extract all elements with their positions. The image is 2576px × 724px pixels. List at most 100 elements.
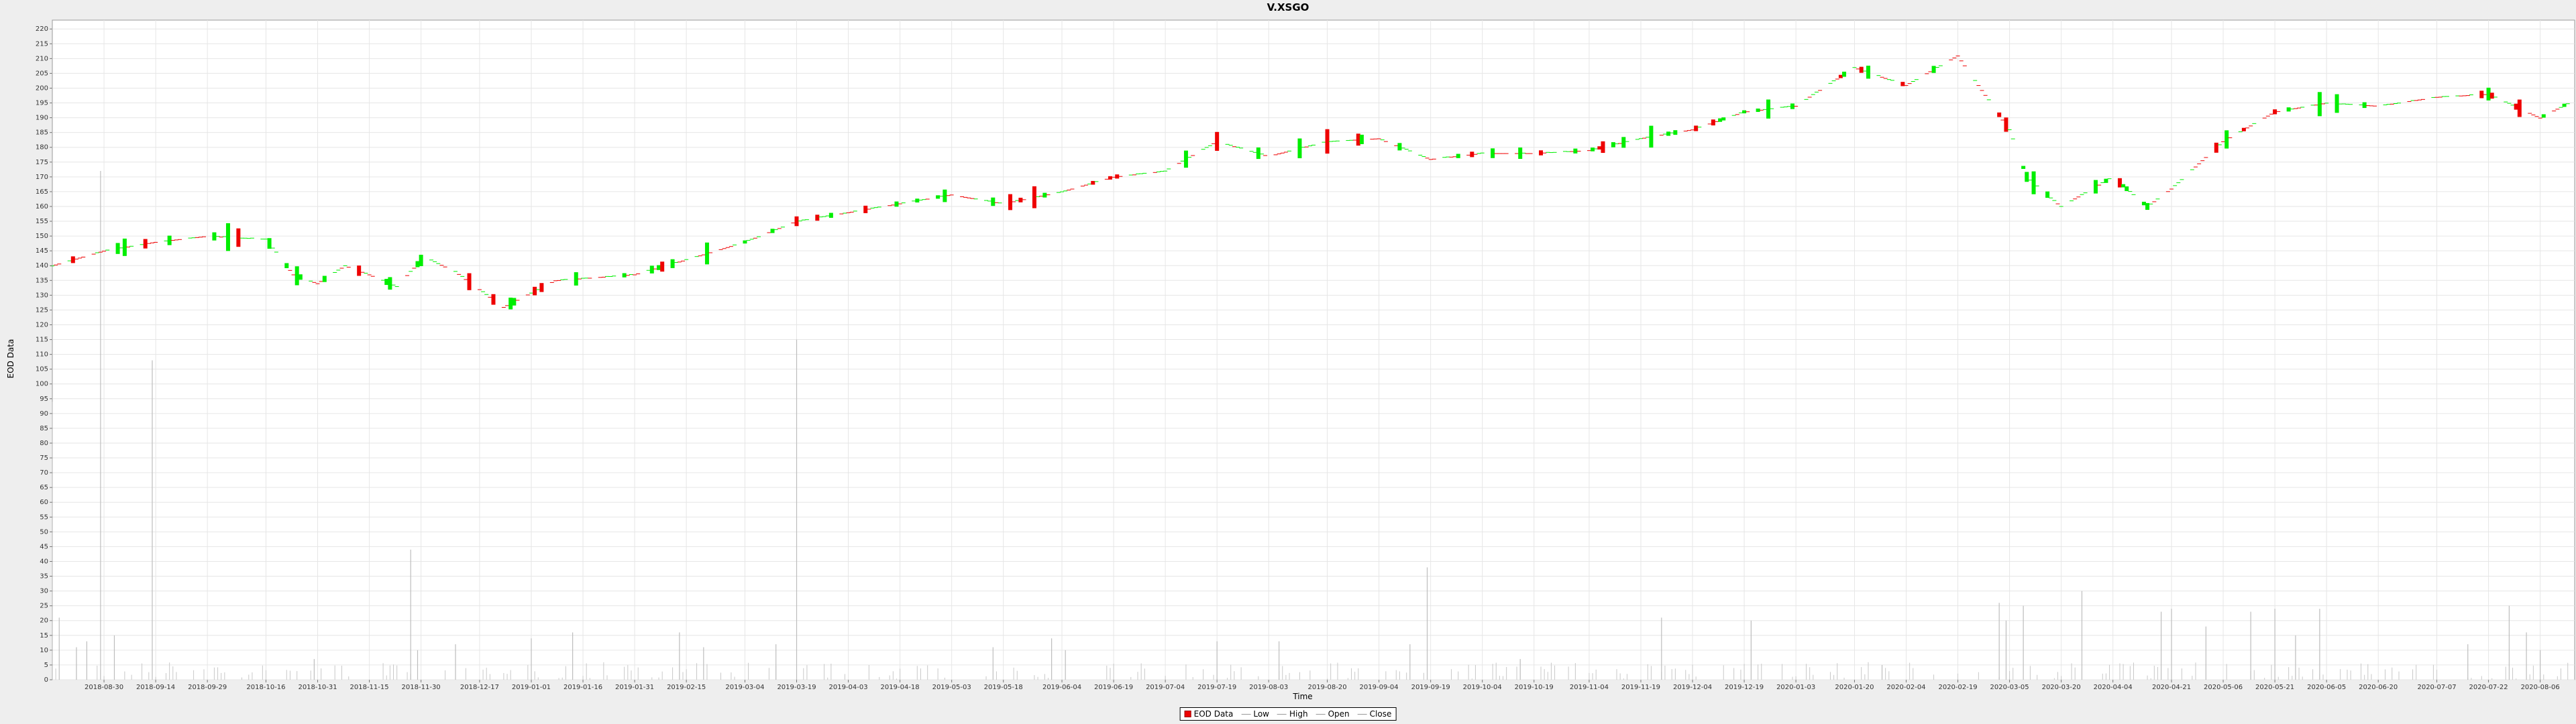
candle-up <box>1931 66 1936 73</box>
candle-up <box>436 263 441 264</box>
y-axis: 0 5 10 15 20 25 30 35 40 45 50 55 60 65 70 75 80 85 90 95 10… <box>36 25 52 684</box>
candle-up <box>215 236 220 237</box>
candle-down <box>1091 180 1095 185</box>
y-tick-label: 90 <box>40 410 48 418</box>
candle-up <box>129 245 134 247</box>
candle-up <box>828 213 833 218</box>
y-tick-label: 190 <box>36 115 48 122</box>
candle-up <box>2507 103 2512 104</box>
candle-down <box>794 216 799 227</box>
candle-down <box>1694 125 1699 131</box>
candle-down <box>1707 123 1712 125</box>
candle-up <box>1518 147 1523 160</box>
candle-up <box>115 243 120 254</box>
candle-down <box>949 194 954 196</box>
candle-down <box>2221 141 2226 142</box>
candle-up <box>1225 143 1230 145</box>
candle-down <box>1690 129 1695 131</box>
candle-down <box>2269 113 2273 115</box>
candle-up <box>1552 152 1557 153</box>
candle-up <box>409 271 413 272</box>
candle-down <box>1686 130 1691 131</box>
candle-up <box>1886 79 1891 80</box>
candle-up <box>536 289 541 290</box>
candle-up <box>1546 152 1550 153</box>
candle-up <box>991 197 996 206</box>
candle-down <box>722 248 727 249</box>
candle-up <box>1042 192 1047 198</box>
x-tick-label: 2020-06-20 <box>2359 684 2398 691</box>
candle-down <box>1132 174 1136 176</box>
candle-down <box>533 286 537 296</box>
candle-up <box>2565 103 2570 105</box>
candle-up <box>1876 75 1881 76</box>
candle-up <box>2007 129 2012 131</box>
candle-down <box>1576 150 1581 152</box>
candle-down <box>557 280 561 281</box>
candle-down <box>2293 108 2298 109</box>
candle-down <box>1542 152 1547 154</box>
candle-up <box>2145 202 2150 210</box>
candle-up <box>2155 198 2160 200</box>
y-tick-label: 20 <box>40 617 48 625</box>
candle-up <box>1780 107 1784 108</box>
candle-down <box>891 204 896 206</box>
candle-down <box>2249 125 2253 127</box>
candle-up <box>1159 171 1164 172</box>
candle-up <box>1673 130 1678 135</box>
candle-up <box>825 215 830 217</box>
y-tick-label: 5 <box>44 662 48 669</box>
x-axis-label: Time <box>1292 692 1312 701</box>
candle-down <box>2165 191 2170 192</box>
candle-down <box>2000 119 2005 121</box>
candle-up <box>1718 118 1723 122</box>
candle-down <box>1352 139 1357 141</box>
candle-down <box>2073 198 2078 200</box>
candle-down <box>2534 116 2539 117</box>
candle-down <box>98 251 103 253</box>
candle-up <box>1852 67 1857 68</box>
candle-up <box>943 189 947 202</box>
x-tick-label: 2019-12-04 <box>1673 684 1712 691</box>
chart-title: V.XSGO <box>1267 1 1309 13</box>
candle-down <box>319 281 323 282</box>
candle-up <box>746 240 751 241</box>
candle-down <box>1112 176 1116 178</box>
x-tick-label: 2019-01-01 <box>512 684 551 691</box>
candle-down <box>729 246 733 247</box>
candle-down <box>960 196 965 197</box>
candle-up <box>1662 133 1667 135</box>
candle-down <box>195 237 199 238</box>
candle-up <box>1056 192 1061 193</box>
legend-label-open: Open <box>1328 709 1350 719</box>
candle-down <box>57 263 62 265</box>
candle-up <box>1397 143 1402 151</box>
candle-down <box>2434 97 2439 98</box>
candle-up <box>2070 200 2074 202</box>
candle-down <box>2214 142 2218 153</box>
candle-down <box>2489 93 2494 99</box>
candle-up <box>1742 110 1747 114</box>
candle-down <box>2479 90 2484 99</box>
candle-down <box>154 241 158 243</box>
candle-down <box>867 208 871 210</box>
candle-down <box>2390 103 2394 105</box>
candle-up <box>2217 144 2222 145</box>
x-tick-label: 2019-05-03 <box>932 684 971 691</box>
candle-down <box>601 276 606 278</box>
candle-up <box>284 263 289 268</box>
candle-up <box>384 278 389 286</box>
candle-up <box>2128 191 2133 192</box>
candle-up <box>1814 91 1819 93</box>
candle-up <box>298 274 303 280</box>
legend-label-low: Low <box>1253 709 1270 719</box>
candle-down <box>839 213 844 215</box>
candle-up <box>1128 174 1133 176</box>
candle-down <box>2417 99 2422 101</box>
candle-up <box>2286 107 2291 112</box>
candle-up <box>529 292 533 294</box>
candle-up <box>2176 182 2181 184</box>
candle-up <box>1591 147 1595 152</box>
candle-up <box>1562 151 1567 152</box>
candle-down <box>2193 166 2198 168</box>
